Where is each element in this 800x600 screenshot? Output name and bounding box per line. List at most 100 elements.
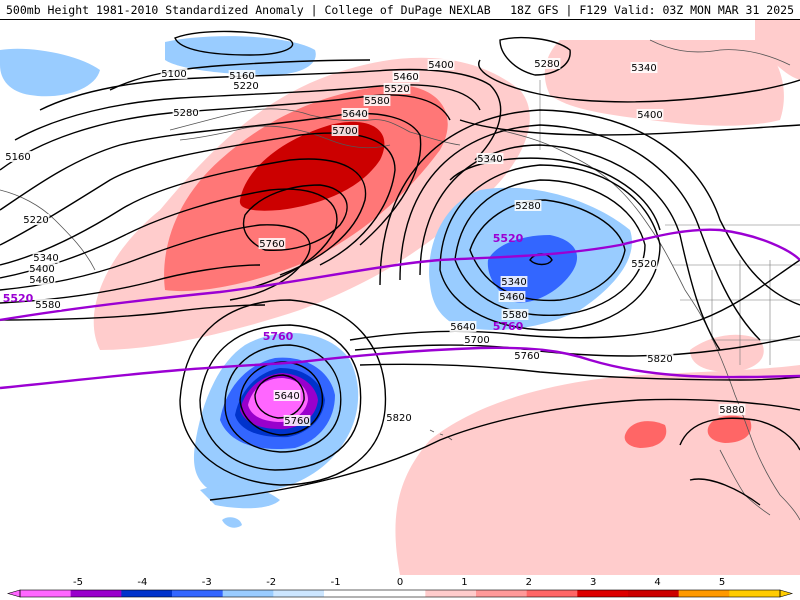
- colorbar-tick: -2: [266, 577, 276, 588]
- contour-label: 5280: [172, 107, 200, 119]
- contour-label: 5160: [228, 70, 256, 82]
- contour-label: 5580: [501, 309, 529, 321]
- contour-label: 5160: [4, 151, 32, 163]
- reference-contour-label: 5760: [493, 320, 524, 333]
- svg-text:5820: 5820: [386, 413, 411, 424]
- svg-text:5760: 5760: [514, 351, 539, 362]
- colorbar-tick: 1: [461, 577, 467, 588]
- svg-text:5400: 5400: [428, 60, 453, 71]
- weather-map: 5100 516052205280516052205340540054605580…: [0, 20, 800, 575]
- contour-label: 5400: [28, 263, 56, 275]
- contour-label: 5640: [341, 108, 369, 120]
- svg-text:5400: 5400: [29, 264, 54, 275]
- colorbar-swatch: [121, 590, 173, 597]
- contour-label: 5280: [514, 200, 542, 212]
- contour-label: 5340: [32, 252, 60, 264]
- svg-text:5460: 5460: [393, 72, 418, 83]
- contour-label: 5820: [646, 353, 674, 365]
- colorbar-tick: 5: [719, 577, 725, 588]
- reference-contours-purple: [0, 228, 800, 390]
- svg-text:5580: 5580: [364, 96, 389, 107]
- colorbar-swatch: [628, 590, 680, 597]
- contour-label: 5220: [232, 80, 260, 92]
- colorbar-swatch: [324, 590, 376, 597]
- map-title: 500mb Height 1981-2010 Standardized Anom…: [6, 3, 491, 17]
- svg-text:5280: 5280: [534, 59, 559, 70]
- colorbar-swatch: [222, 590, 274, 597]
- contour-label: 5580: [363, 95, 391, 107]
- colorbar-swatch: [425, 590, 477, 597]
- colorbar-swatch: [678, 590, 730, 597]
- reference-contour-label: 5520: [3, 292, 34, 305]
- colorbar-tick: 2: [526, 577, 532, 588]
- svg-text:5460: 5460: [499, 292, 524, 303]
- colorbar-swatch: [476, 590, 528, 597]
- svg-text:5220: 5220: [23, 215, 48, 226]
- svg-text:5160: 5160: [229, 71, 254, 82]
- contour-label: 5580: [34, 299, 62, 311]
- svg-text:5580: 5580: [35, 300, 60, 311]
- model-run-info: 18Z GFS | F129 Valid: 03Z MON MAR 31 202…: [510, 3, 794, 17]
- contour-label: 5220: [22, 214, 50, 226]
- svg-text:5340: 5340: [477, 154, 502, 165]
- contour-label: 5400: [427, 59, 455, 71]
- colorbar-swatch: [20, 590, 72, 597]
- svg-text:5700: 5700: [332, 126, 357, 137]
- svg-text:5640: 5640: [342, 109, 367, 120]
- reference-contour-label: 5760: [263, 330, 294, 343]
- svg-text:5640: 5640: [274, 391, 299, 402]
- contour-label: 5640: [449, 321, 477, 333]
- reference-contour-labels: 5520 5520 5760 5760: [3, 232, 524, 343]
- colorbar-tick-labels: -5 -4 -3 -2 -1 0 1 2 3 4 5: [73, 577, 725, 588]
- contour-label: 5100: [160, 68, 188, 80]
- political-borders: [539, 80, 800, 365]
- contour-label: 5340: [476, 153, 504, 165]
- contour-label: 5460: [28, 274, 56, 286]
- colorbar-swatch: [526, 590, 578, 597]
- svg-text:5700: 5700: [464, 335, 489, 346]
- contour-label: 5280: [533, 58, 561, 70]
- contour-label: 5760: [513, 350, 541, 362]
- contour-label: 5520: [383, 83, 411, 95]
- colorbar-tick: 4: [654, 577, 660, 588]
- negative-anomaly-shading: [0, 36, 632, 528]
- map-header: 500mb Height 1981-2010 Standardized Anom…: [0, 0, 800, 20]
- svg-text:5160: 5160: [5, 152, 30, 163]
- svg-text:5340: 5340: [631, 63, 656, 74]
- contour-labels: 5100 516052205280516052205340540054605580…: [4, 58, 746, 427]
- svg-text:5100: 5100: [161, 69, 186, 80]
- contour-label: 5520: [630, 258, 658, 270]
- svg-text:5760: 5760: [284, 416, 309, 427]
- colorbar-tick: -1: [331, 577, 341, 588]
- colorbar-tick: -3: [202, 577, 212, 588]
- svg-text:5580: 5580: [502, 310, 527, 321]
- contour-label: 5700: [331, 125, 359, 137]
- colorbar-swatch: [729, 590, 781, 597]
- svg-text:5640: 5640: [450, 322, 475, 333]
- contour-label: 5460: [498, 291, 526, 303]
- svg-text:5340: 5340: [501, 277, 526, 288]
- colorbar-tick: 0: [397, 577, 403, 588]
- contour-label: 5760: [283, 415, 311, 427]
- colorbar-tick: 3: [590, 577, 596, 588]
- contour-label: 5400: [636, 109, 664, 121]
- svg-text:5760: 5760: [263, 330, 294, 343]
- svg-text:5280: 5280: [173, 108, 198, 119]
- colorbar-swatch: [172, 590, 224, 597]
- colorbar-swatch: [577, 590, 629, 597]
- contour-label: 5340: [500, 276, 528, 288]
- contour-label: 5880: [718, 404, 746, 416]
- positive-anomaly-shading: [93, 20, 800, 575]
- svg-text:5520: 5520: [3, 292, 34, 305]
- colorbar-swatch: [374, 590, 426, 597]
- svg-text:5220: 5220: [233, 81, 258, 92]
- anomaly-colorbar: -5 -4 -3 -2 -1 0 1 2 3 4 5: [0, 575, 800, 600]
- contour-label: 5760: [258, 238, 286, 250]
- svg-text:5400: 5400: [637, 110, 662, 121]
- svg-text:5760: 5760: [259, 239, 284, 250]
- contour-label: 5700: [463, 334, 491, 346]
- colorbar-swatch: [273, 590, 325, 597]
- svg-text:5340: 5340: [33, 253, 58, 264]
- contour-label: 5640: [273, 390, 301, 402]
- colorbar-swatch: [70, 590, 122, 597]
